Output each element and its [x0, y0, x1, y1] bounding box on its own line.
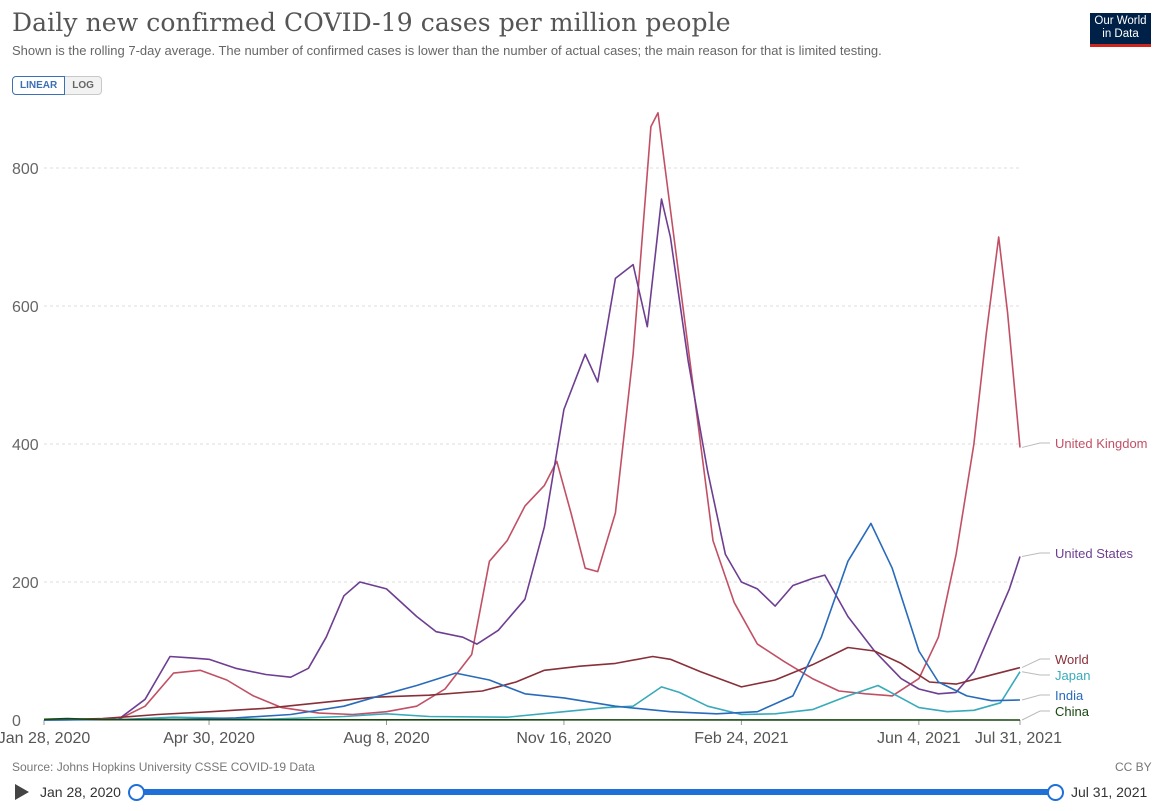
x-tick-label: Jul 31, 2021: [975, 730, 1062, 747]
timeline-start-label: Jan 28, 2020: [40, 784, 121, 800]
timeline: Jan 28, 2020 Jul 31, 2021: [0, 778, 1165, 808]
linear-scale-button[interactable]: LINEAR: [12, 76, 66, 95]
x-tick-label: Jun 4, 2021: [877, 730, 961, 747]
x-tick-label: Nov 16, 2020: [516, 730, 611, 747]
scale-toggle: LINEAR LOG: [12, 76, 102, 95]
series-label-united-states[interactable]: United States: [1055, 546, 1134, 561]
logo-line-2: in Data: [1102, 28, 1139, 40]
series-label-world[interactable]: World: [1055, 652, 1089, 667]
timeline-start-handle[interactable]: [128, 784, 145, 801]
play-icon[interactable]: [15, 784, 29, 800]
series-label-china[interactable]: China: [1055, 704, 1090, 719]
y-tick-label: 600: [12, 299, 39, 316]
license-note: CC BY: [1115, 760, 1152, 774]
y-tick-label: 0: [12, 713, 21, 730]
timeline-end-handle[interactable]: [1047, 784, 1064, 801]
label-connector: [1021, 710, 1050, 721]
chart-subtitle: Shown is the rolling 7-day average. The …: [12, 43, 882, 58]
log-scale-button[interactable]: LOG: [65, 76, 102, 95]
series-lines: [43, 112, 1021, 721]
series-label-japan[interactable]: Japan: [1055, 668, 1090, 683]
x-tick-label: Jan 28, 2020: [0, 730, 90, 747]
series-line-united-states[interactable]: [43, 198, 1021, 721]
x-tick-label: Aug 8, 2020: [343, 730, 429, 747]
label-connector: [1021, 694, 1050, 701]
owid-logo[interactable]: Our World in Data: [1090, 13, 1151, 47]
label-connector: [1021, 442, 1050, 448]
timeline-end-label: Jul 31, 2021: [1071, 784, 1148, 800]
x-tick-label: Apr 30, 2020: [163, 730, 255, 747]
series-label-india[interactable]: India: [1055, 688, 1084, 703]
series-line-india[interactable]: [43, 522, 1021, 721]
series-line-japan[interactable]: [43, 671, 1021, 721]
x-tick-label: Feb 24, 2021: [694, 730, 788, 747]
series-line-world[interactable]: [43, 646, 1021, 721]
label-connector: [1021, 671, 1050, 676]
x-axis-ticks: Jan 28, 2020 Apr 30, 2020 Aug 8, 2020 Nov 1…: [0, 720, 1062, 747]
y-tick-label: 800: [12, 161, 39, 178]
series-line-china[interactable]: [43, 717, 1021, 721]
series-line-united-kingdom[interactable]: [43, 112, 1021, 721]
grid-lines: [44, 167, 1020, 721]
y-axis-ticks: 0 200 400 600 800: [12, 161, 39, 730]
label-connector: [1021, 658, 1050, 669]
timeline-track[interactable]: [136, 789, 1056, 795]
label-connector: [1021, 552, 1050, 557]
chart-title: Daily new confirmed COVID-19 cases per m…: [12, 8, 731, 37]
y-tick-label: 400: [12, 437, 39, 454]
logo-line-1: Our World: [1094, 15, 1147, 27]
line-chart: 0 200 400 600 800 Jan 28, 2020 Apr 30, 2020 Au…: [0, 112, 1148, 747]
y-tick-label: 200: [12, 575, 39, 592]
source-note: Source: Johns Hopkins University CSSE CO…: [12, 760, 315, 774]
series-label-united-kingdom[interactable]: United Kingdom: [1055, 436, 1148, 451]
